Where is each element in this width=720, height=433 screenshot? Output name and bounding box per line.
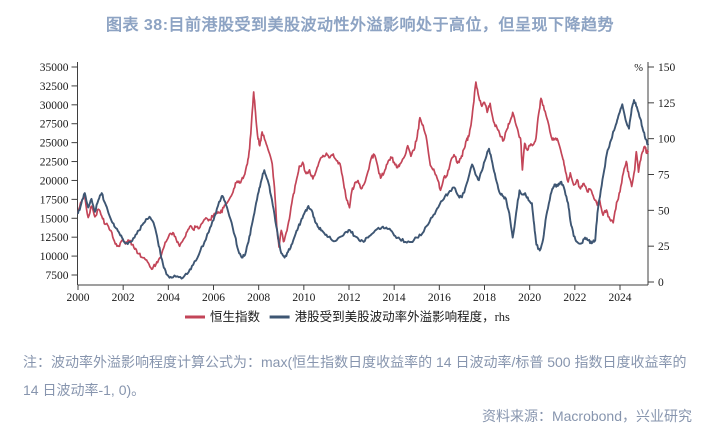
- right-axis-tick-label: 75: [658, 170, 670, 182]
- left-axis-tick-label: 32500: [40, 81, 69, 93]
- x-axis-tick-label: 2016: [428, 292, 451, 304]
- series-line-volatility-spillover: [77, 99, 649, 280]
- x-axis-tick-label: 2012: [338, 292, 361, 304]
- right-axis-unit-label: %: [634, 63, 643, 74]
- footnote-line-2: 14 日波动率-1, 0)。: [23, 382, 146, 398]
- right-axis-tick-label: 150: [658, 62, 676, 74]
- x-axis-tick-label: 2022: [563, 292, 586, 304]
- left-axis-tick-label: 30000: [40, 100, 69, 112]
- dual-axis-line-chart: 7500100001250015000175002000022500250002…: [40, 62, 676, 324]
- left-axis-tick-label: 12500: [40, 232, 69, 244]
- x-axis-tick-label: 2010: [292, 292, 315, 304]
- tick-labels: 7500100001250015000175002000022500250002…: [40, 62, 676, 304]
- right-axis-tick-label: 0: [658, 277, 664, 289]
- legend-label: 港股受到美股波动率外溢影响程度，rhs: [295, 309, 510, 324]
- footnote-line-1: 注：波动率外溢影响程度计算公式为：max(恒生指数日度收益率的 14 日波动率/…: [23, 354, 687, 370]
- legend-label: 恒生指数: [210, 309, 261, 324]
- x-axis-tick-label: 2000: [67, 292, 90, 304]
- right-axis-tick-label: 100: [658, 134, 676, 146]
- x-axis-tick-label: 2014: [383, 292, 406, 304]
- x-axis-tick-label: 2008: [247, 292, 270, 304]
- right-axis-tick-label: 125: [658, 98, 676, 110]
- chart-title: 图表 38:目前港股受到美股波动性外溢影响处于高位，但呈现下降趋势: [105, 17, 615, 34]
- x-axis-tick-label: 2018: [473, 292, 496, 304]
- x-axis-tick-label: 2002: [112, 292, 135, 304]
- left-axis-tick-label: 35000: [40, 62, 69, 74]
- right-axis-tick-label: 25: [658, 241, 670, 253]
- left-axis-tick-label: 7500: [46, 270, 69, 282]
- left-axis-tick-label: 25000: [40, 138, 69, 150]
- left-axis-tick-label: 20000: [40, 175, 69, 187]
- left-axis-tick-label: 10000: [40, 251, 69, 263]
- left-axis-tick-label: 27500: [40, 119, 69, 131]
- right-axis-tick-label: 50: [658, 205, 670, 217]
- data-source: 资料来源：Macrobond，兴业研究: [481, 408, 692, 424]
- left-axis-tick-label: 17500: [40, 194, 69, 206]
- axes: [71, 62, 654, 290]
- left-axis-tick-label: 15000: [40, 213, 69, 225]
- left-axis-tick-label: 22500: [40, 157, 69, 169]
- x-axis-tick-label: 2004: [157, 292, 180, 304]
- x-axis-tick-label: 2020: [518, 292, 541, 304]
- legend: 恒生指数 港股受到美股波动率外溢影响程度，rhs: [185, 309, 510, 324]
- x-axis-tick-label: 2024: [609, 292, 632, 304]
- series-line-hang-seng-index: [77, 81, 649, 271]
- x-axis-tick-label: 2006: [202, 292, 225, 304]
